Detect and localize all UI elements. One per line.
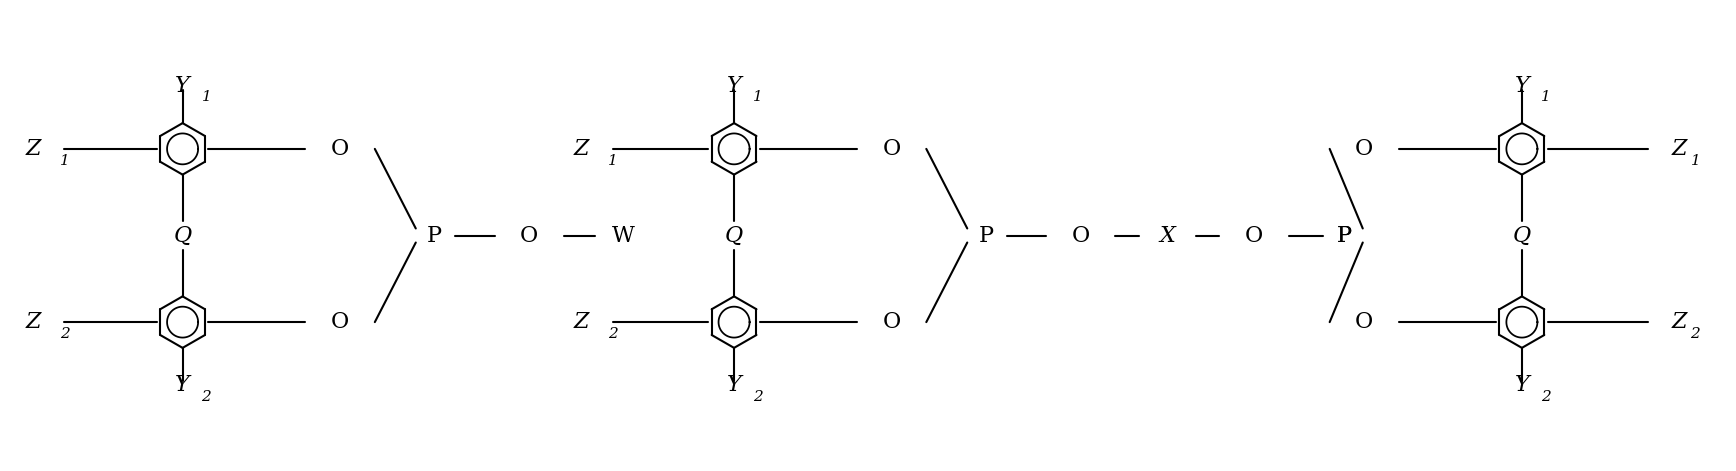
Text: O: O <box>882 311 901 333</box>
Text: Z: Z <box>1672 311 1687 333</box>
Text: 2: 2 <box>59 327 69 341</box>
Text: Y: Y <box>175 75 189 97</box>
Text: 1: 1 <box>201 90 212 105</box>
Text: Y: Y <box>1514 75 1529 97</box>
Text: 2: 2 <box>1691 327 1700 341</box>
Text: W: W <box>613 225 635 246</box>
Text: Q: Q <box>1512 225 1531 246</box>
Text: 1: 1 <box>59 154 69 168</box>
Text: 1: 1 <box>608 154 618 168</box>
Text: 1: 1 <box>1542 90 1550 105</box>
Text: O: O <box>332 138 349 160</box>
Text: O: O <box>882 138 901 160</box>
Text: 2: 2 <box>1542 390 1550 404</box>
Text: P: P <box>1337 225 1351 246</box>
Text: Z: Z <box>26 138 40 160</box>
Text: 1: 1 <box>1691 154 1700 168</box>
Text: P: P <box>979 225 993 246</box>
Text: O: O <box>332 311 349 333</box>
Text: Z: Z <box>26 311 40 333</box>
Text: Q: Q <box>174 225 191 246</box>
Text: 2: 2 <box>201 390 212 404</box>
Text: 2: 2 <box>608 327 618 341</box>
Text: P: P <box>1337 225 1351 246</box>
Text: P: P <box>427 225 443 246</box>
Text: O: O <box>1071 225 1090 246</box>
Text: Z: Z <box>573 138 589 160</box>
Text: O: O <box>521 225 538 246</box>
Text: 1: 1 <box>753 90 762 105</box>
Text: Y: Y <box>1514 374 1529 396</box>
Text: 2: 2 <box>753 390 762 404</box>
Text: O: O <box>1356 138 1373 160</box>
Text: Y: Y <box>175 374 189 396</box>
Text: Q: Q <box>726 225 743 246</box>
Text: Y: Y <box>727 75 741 97</box>
Text: O: O <box>1245 225 1264 246</box>
Text: O: O <box>1356 311 1373 333</box>
Text: Y: Y <box>727 374 741 396</box>
Text: Z: Z <box>573 311 589 333</box>
Text: Z: Z <box>1672 138 1687 160</box>
Text: X: X <box>1160 225 1175 246</box>
